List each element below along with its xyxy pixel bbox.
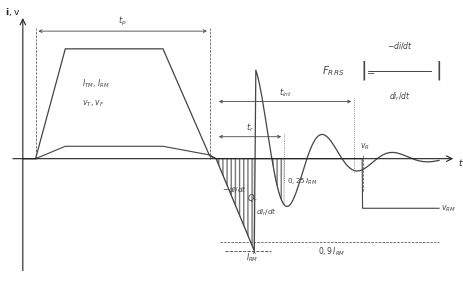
Text: $di_r/dt$: $di_r/dt$ <box>256 207 277 218</box>
Text: $0,25\,I_{RM}$: $0,25\,I_{RM}$ <box>287 177 317 187</box>
Text: $-di/dt$: $-di/dt$ <box>222 184 247 194</box>
Text: $I_{RM}$: $I_{RM}$ <box>245 252 258 264</box>
Text: $t_p$: $t_p$ <box>118 15 127 28</box>
Text: $t_r$: $t_r$ <box>245 122 253 134</box>
Text: $I_{TM}$, $I_{RM}$: $I_{TM}$, $I_{RM}$ <box>82 78 110 90</box>
Text: $Q_r$: $Q_r$ <box>246 192 257 205</box>
Text: $v_T$, $v_F$: $v_T$, $v_F$ <box>82 99 105 109</box>
Text: $t_{int}$: $t_{int}$ <box>278 86 291 99</box>
Text: t: t <box>457 159 461 168</box>
Text: $v_{RM}$: $v_{RM}$ <box>440 203 455 214</box>
Text: $0,9\,I_{RM}$: $0,9\,I_{RM}$ <box>317 245 344 257</box>
Text: $F_{RRS}$: $F_{RRS}$ <box>321 64 344 78</box>
Text: $=$: $=$ <box>364 66 375 76</box>
Text: $v_R$: $v_R$ <box>359 141 369 152</box>
Text: $\bf{i}$, v: $\bf{i}$, v <box>5 6 21 18</box>
